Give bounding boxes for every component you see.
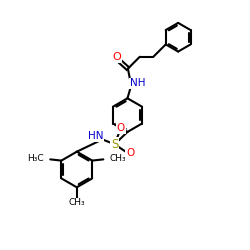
Text: O: O [126,148,134,158]
Text: O: O [116,123,125,133]
Text: CH₃: CH₃ [110,154,126,163]
Text: HN: HN [88,131,103,141]
Text: O: O [112,52,121,62]
Text: S: S [111,138,118,151]
Text: NH: NH [130,78,145,88]
Text: CH₃: CH₃ [68,198,85,207]
Text: H₃C: H₃C [27,154,43,163]
